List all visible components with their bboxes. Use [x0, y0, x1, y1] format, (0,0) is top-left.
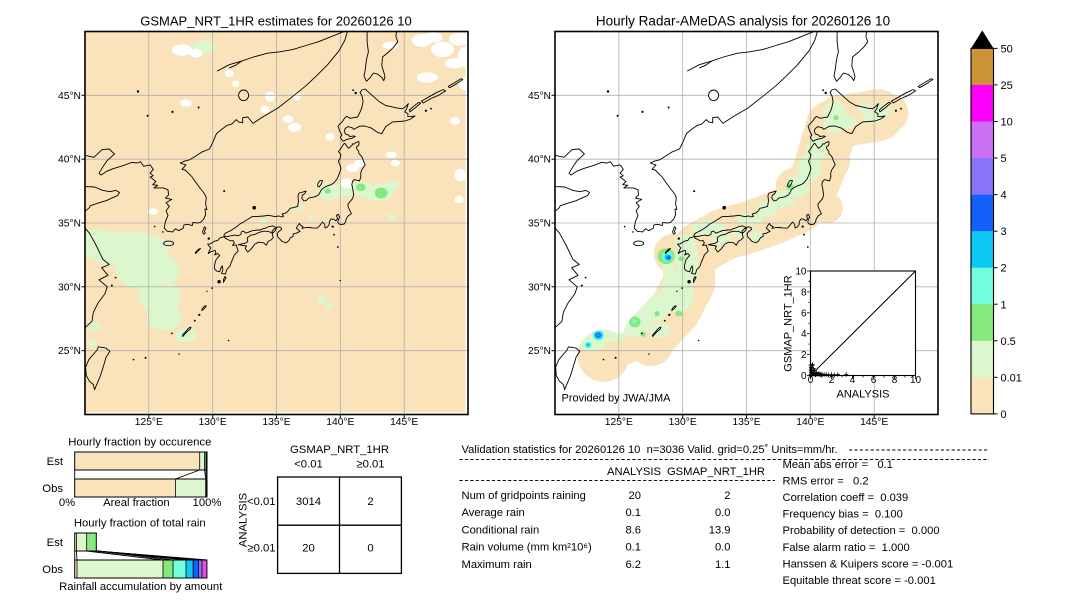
svg-text:130°E: 130°E [199, 417, 227, 428]
svg-text:2: 2 [801, 350, 807, 361]
svg-text:20: 20 [302, 543, 315, 555]
svg-text:0.0: 0.0 [715, 542, 731, 554]
svg-text:Equitable threat score = -0.00: Equitable threat score = -0.001 [783, 575, 936, 587]
svg-text:2: 2 [1001, 263, 1007, 275]
svg-text:Mean abs error = 0.1: Mean abs error = 0.1 [783, 459, 893, 471]
svg-text:45°N: 45°N [528, 91, 551, 102]
svg-text:Frequency bias = 0.100: Frequency bias = 0.100 [783, 509, 903, 521]
svg-text:3: 3 [1001, 226, 1007, 238]
svg-text:0.01: 0.01 [1001, 372, 1022, 384]
svg-text:Conditional rain: Conditional rain [462, 524, 540, 536]
svg-text:8: 8 [801, 287, 807, 298]
svg-text:8: 8 [892, 375, 898, 386]
svg-text:Provided by JWA/JMA: Provided by JWA/JMA [562, 393, 672, 405]
svg-text:≥0.01: ≥0.01 [247, 543, 275, 555]
svg-text:135°E: 135°E [732, 417, 760, 428]
svg-text:135°E: 135°E [262, 417, 290, 428]
svg-text:125°E: 125°E [135, 417, 163, 428]
svg-text:0.0: 0.0 [715, 507, 731, 519]
svg-text:Obs: Obs [42, 564, 63, 576]
svg-text:Hourly Radar-AMeDAS analysis f: Hourly Radar-AMeDAS analysis for 2026012… [596, 14, 890, 29]
svg-text:25°N: 25°N [528, 346, 551, 357]
svg-text:Est: Est [47, 456, 64, 468]
svg-text:6.2: 6.2 [625, 559, 641, 571]
svg-text:3014: 3014 [296, 496, 321, 508]
svg-text:130°E: 130°E [669, 417, 697, 428]
svg-text:Areal fraction: Areal fraction [103, 497, 170, 509]
svg-text:40°N: 40°N [58, 155, 81, 166]
svg-text:0.1: 0.1 [625, 542, 641, 554]
svg-text:Hourly fraction of total rain: Hourly fraction of total rain [74, 517, 206, 529]
svg-text:1.1: 1.1 [715, 559, 731, 571]
svg-text:Validation statistics for 2026: Validation statistics for 20260126 10 n=… [462, 444, 838, 456]
svg-text:0.1: 0.1 [625, 507, 641, 519]
svg-text:10: 10 [910, 375, 922, 386]
svg-text:GSMAP_NRT_1HR estimates for 20: GSMAP_NRT_1HR estimates for 20260126 10 [140, 14, 411, 29]
svg-text:2: 2 [829, 375, 835, 386]
svg-text:ANALYSIS: ANALYSIS [238, 492, 250, 547]
svg-text:≥0.01: ≥0.01 [356, 459, 384, 471]
svg-text:Correlation coeff = 0.039: Correlation coeff = 0.039 [783, 492, 909, 504]
svg-text:35°N: 35°N [528, 219, 551, 230]
svg-text:0.5: 0.5 [1001, 336, 1016, 348]
svg-text:4: 4 [801, 329, 807, 340]
svg-text:20: 20 [629, 490, 641, 502]
svg-text:30°N: 30°N [58, 282, 81, 293]
svg-text:100%: 100% [193, 497, 222, 509]
svg-text:Rainfall accumulation by amoun: Rainfall accumulation by amount [59, 581, 223, 593]
svg-text:<0.01: <0.01 [247, 496, 276, 508]
svg-text:0%: 0% [59, 497, 75, 509]
svg-text:10: 10 [795, 267, 807, 278]
svg-text:GSMAP_NRT_1HR: GSMAP_NRT_1HR [290, 444, 389, 456]
svg-text:0: 0 [1001, 409, 1007, 421]
svg-text:Hanssen & Kuipers score = -0.0: Hanssen & Kuipers score = -0.001 [783, 558, 954, 570]
svg-text:0: 0 [367, 543, 373, 555]
svg-text:45°N: 45°N [58, 91, 81, 102]
svg-text:<0.01: <0.01 [294, 459, 323, 471]
svg-text:35°N: 35°N [58, 219, 81, 230]
svg-text:8.6: 8.6 [625, 524, 641, 536]
svg-text:Est: Est [47, 537, 64, 549]
svg-text:13.9: 13.9 [709, 524, 731, 536]
svg-text:False alarm ratio = 1.000: False alarm ratio = 1.000 [783, 542, 910, 554]
svg-text:ANALYSIS: ANALYSIS [837, 389, 890, 401]
svg-text:125°E: 125°E [605, 417, 633, 428]
svg-text:140°E: 140°E [326, 417, 354, 428]
svg-text:6: 6 [801, 308, 807, 319]
svg-text:GSMAP_NRT_1HR: GSMAP_NRT_1HR [783, 275, 795, 371]
svg-text:2: 2 [367, 496, 373, 508]
svg-text:1: 1 [1001, 299, 1007, 311]
svg-text:145°E: 145°E [390, 417, 418, 428]
svg-text:50: 50 [1001, 43, 1013, 55]
svg-text:Obs: Obs [42, 483, 63, 495]
svg-text:ANALYSIS: ANALYSIS [607, 466, 661, 478]
svg-text:0: 0 [801, 371, 807, 382]
svg-text:6: 6 [871, 375, 877, 386]
svg-text:Probability of detection = 0.: Probability of detection = 0.000 [783, 525, 940, 537]
svg-text:GSMAP_NRT_1HR: GSMAP_NRT_1HR [667, 466, 765, 478]
svg-text:Rain volume (mm km²10⁶): Rain volume (mm km²10⁶) [462, 542, 592, 554]
svg-text:30°N: 30°N [528, 282, 551, 293]
svg-text:Num of gridpoints raining: Num of gridpoints raining [462, 490, 586, 502]
svg-text:25: 25 [1001, 80, 1013, 92]
svg-text:145°E: 145°E [860, 417, 888, 428]
svg-text:40°N: 40°N [528, 155, 551, 166]
svg-text:Average rain: Average rain [462, 507, 525, 519]
svg-text:25°N: 25°N [58, 346, 81, 357]
svg-text:RMS error = 0.2: RMS error = 0.2 [783, 475, 869, 487]
svg-text:Hourly fraction by occurence: Hourly fraction by occurence [68, 437, 211, 449]
svg-text:140°E: 140°E [796, 417, 824, 428]
svg-text:Maximum rain: Maximum rain [462, 559, 532, 571]
svg-text:5: 5 [1001, 153, 1007, 165]
svg-text:4: 4 [1001, 190, 1007, 202]
svg-text:4: 4 [850, 375, 856, 386]
svg-text:10: 10 [1001, 117, 1013, 129]
svg-text:0: 0 [808, 375, 814, 386]
svg-text:2: 2 [724, 490, 730, 502]
